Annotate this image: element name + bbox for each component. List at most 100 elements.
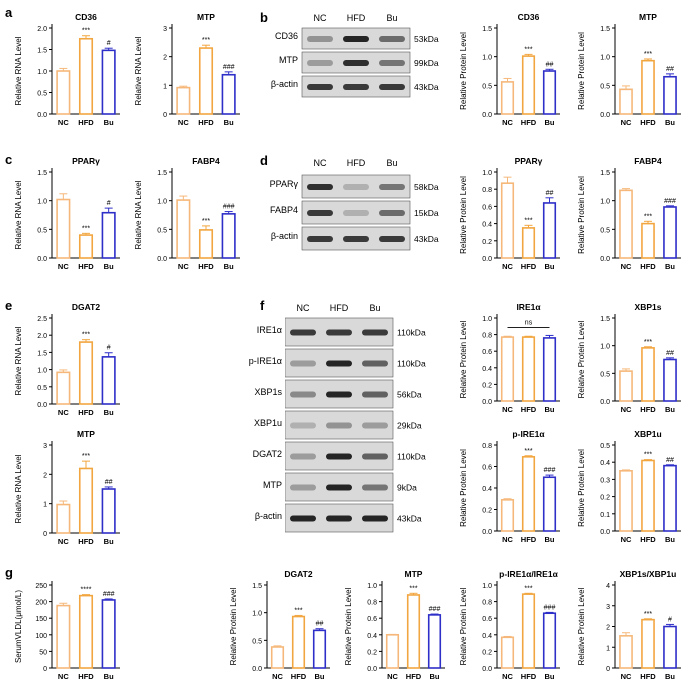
y-tick-label: 0.1	[600, 512, 610, 519]
y-tick-label: 0.0	[252, 666, 262, 673]
y-axis-label: Relative Protein Level	[459, 587, 468, 665]
chart-title: DGAT2	[284, 569, 312, 579]
bar-chart-cd36-protein: CD36 Relative Protein Level 0.0 0.5 1.0 1.5 NC…	[459, 12, 560, 127]
blot-band	[307, 210, 333, 216]
x-tick-label: Bu	[545, 535, 555, 544]
lane-label: Bu	[386, 158, 397, 168]
x-tick-label: HFD	[198, 262, 214, 271]
significance-label: ***	[82, 225, 90, 232]
bar-hfd	[78, 467, 94, 534]
bar-chart-cd36-rna: CD36 Relative RNA Level 0.0 0.5 1.0 1.5 2.0 NC *…	[14, 12, 120, 127]
y-tick-label: 0	[163, 112, 167, 119]
lane-label: Bu	[369, 303, 380, 313]
x-tick-label: HFD	[78, 408, 94, 417]
y-tick-label: 0.8	[482, 187, 492, 194]
x-tick-label: Bu	[545, 118, 555, 127]
bar-hfd	[641, 59, 655, 115]
y-tick-label: 0.8	[367, 600, 377, 607]
panel-label-b: b	[260, 10, 268, 25]
x-tick-label: NC	[58, 537, 69, 546]
significance-label: ***	[524, 448, 532, 455]
y-tick-label: 1.0	[600, 344, 610, 351]
significance-label: ###	[103, 591, 115, 598]
y-tick-label: 100	[35, 633, 47, 640]
blot-band	[326, 329, 352, 336]
chart-title: FABP4	[634, 156, 662, 166]
x-tick-label: NC	[502, 118, 513, 127]
significance-label: ###	[223, 204, 235, 211]
x-tick-label: HFD	[521, 262, 537, 271]
x-tick-label: NC	[621, 405, 632, 414]
bar-bu	[101, 211, 116, 259]
significance-label: ***	[524, 217, 532, 224]
x-tick-label: Bu	[104, 118, 114, 127]
bar-bu	[542, 337, 557, 402]
blot-band	[362, 484, 388, 491]
y-tick-label: 200	[35, 600, 47, 607]
lane-label: NC	[314, 13, 327, 23]
significance-label: #	[107, 200, 111, 207]
bar-bu	[542, 476, 557, 532]
y-tick-label: 1.5	[482, 26, 492, 33]
y-axis-label: Relative Protein Level	[344, 587, 353, 665]
significance-label: ###	[664, 198, 676, 205]
bar-nc	[500, 636, 515, 669]
y-tick-label: 1.0	[482, 316, 492, 323]
bar-chart-xbp1u-protein: XBP1u Relative Protein Level 0.0 0.1 0.2 0.3 0…	[577, 429, 681, 544]
bar-chart-mtp-rna-2: MTP Relative RNA Level 0 1 2 3 NC *** HFD ## Bu	[14, 429, 120, 546]
chart-title: p-IRE1α	[512, 429, 545, 439]
bar-hfd	[198, 229, 214, 259]
y-tick-label: 0.0	[37, 256, 47, 263]
y-tick-label: 1.0	[482, 170, 492, 177]
bar-chart-xbp1s-xbp1u: XBP1s/XBP1u Relative Protein Level 0 1 2 3 4 NC…	[577, 569, 681, 681]
blot-band	[343, 84, 369, 90]
bar-chart-serum-vldl: SerumVLDL(μmol/L) 0 50 100 150 200 250 NC **** HF…	[14, 581, 120, 681]
blot-row-label: β-actin	[254, 510, 282, 521]
y-tick-label: 1.0	[252, 611, 262, 618]
y-tick-label: 0.8	[482, 443, 492, 450]
blot-band	[307, 184, 333, 190]
x-tick-label: HFD	[78, 118, 94, 127]
y-tick-label: 0.8	[482, 600, 492, 607]
molecular-weight-label: 99kDa	[414, 58, 439, 68]
y-tick-label: 0.0	[482, 666, 492, 673]
x-tick-label: Bu	[545, 262, 555, 271]
blot-band	[362, 515, 388, 522]
bar-nc	[56, 70, 71, 115]
molecular-weight-label: 110kDa	[397, 452, 426, 462]
y-tick-label: 1	[606, 645, 610, 652]
y-tick-label: 0.2	[482, 382, 492, 389]
blot-row-label: XBP1s	[254, 386, 282, 397]
blot-band	[307, 236, 333, 242]
molecular-weight-label: 43kDa	[414, 82, 439, 92]
y-axis-label: Relative Protein Level	[577, 32, 586, 110]
y-tick-label: 2	[606, 625, 610, 632]
blot-band	[290, 453, 316, 460]
x-tick-label: NC	[387, 672, 398, 681]
chart-title: CD36	[75, 12, 97, 22]
y-tick-label: 0.4	[482, 222, 492, 229]
y-tick-label: 0.5	[157, 227, 167, 234]
y-tick-label: 0.0	[367, 666, 377, 673]
blot-band	[326, 360, 352, 367]
bar-bu	[101, 488, 116, 534]
chart-title: p-IRE1α/IRE1α	[499, 569, 558, 579]
significance-label: ##	[666, 350, 674, 357]
significance-label: ****	[81, 587, 92, 594]
y-tick-label: 1.0	[482, 55, 492, 62]
y-axis-label: Relative Protein Level	[577, 587, 586, 665]
bar-nc	[619, 469, 633, 532]
bar-bu	[663, 625, 677, 669]
bar-chart-mtp-rna: MTP Relative RNA Level 0 1 2 3 NC *** HFD ### Bu	[134, 12, 240, 127]
y-tick-label: 2.0	[37, 26, 47, 33]
x-tick-label: HFD	[521, 405, 537, 414]
y-tick-label: 0.4	[482, 633, 492, 640]
y-tick-label: 0.4	[482, 366, 492, 373]
x-tick-label: NC	[621, 118, 632, 127]
chart-title: XBP1s/XBP1u	[620, 569, 677, 579]
y-tick-label: 0.8	[482, 333, 492, 340]
blot-row-label: MTP	[263, 479, 282, 490]
y-tick-label: 1.0	[157, 199, 167, 206]
x-tick-label: NC	[621, 262, 632, 271]
bar-chart-fabp4-protein: FABP4 Relative Protein Level 0.0 0.5 1.0 1.5 N…	[577, 156, 681, 271]
